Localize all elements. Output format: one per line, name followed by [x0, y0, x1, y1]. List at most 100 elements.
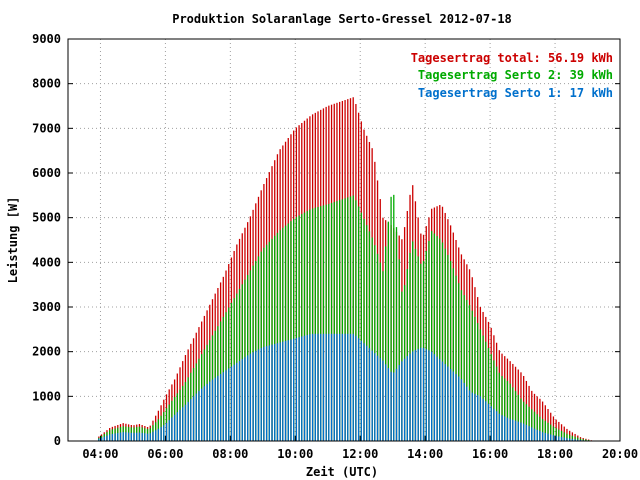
bar-serto2 — [330, 202, 333, 441]
bar-serto1 — [287, 340, 289, 441]
bars-layer — [98, 97, 592, 442]
bar-serto2 — [387, 221, 390, 441]
bar-serto1 — [306, 334, 308, 441]
bar-serto1 — [403, 358, 406, 441]
bar-serto1 — [168, 420, 170, 441]
bar-serto1 — [165, 422, 168, 441]
bar-serto1 — [455, 374, 457, 441]
bar-serto1 — [247, 355, 249, 441]
bar-serto1 — [339, 333, 341, 441]
x-tick-label: 06:00 — [147, 447, 183, 461]
bar-serto2 — [555, 428, 557, 441]
bar-serto1 — [138, 432, 141, 441]
bar-serto1 — [363, 343, 365, 441]
bar-serto1 — [149, 433, 151, 441]
bar-serto1 — [379, 358, 381, 441]
bar-serto2 — [306, 211, 308, 441]
bar-serto2 — [274, 235, 276, 441]
bar-serto1 — [390, 371, 392, 441]
bar-serto2 — [349, 196, 352, 441]
bar-serto1 — [574, 439, 576, 441]
bar-serto1 — [550, 434, 552, 441]
bar-serto2 — [436, 236, 438, 441]
bar-serto1 — [474, 393, 476, 441]
x-axis-label: Zeit (UTC) — [306, 465, 378, 479]
bar-serto1 — [152, 431, 154, 441]
bar-serto1 — [468, 390, 471, 441]
bar-serto1 — [566, 438, 568, 441]
bar-serto1 — [320, 333, 322, 441]
bar-serto1 — [195, 393, 197, 441]
bar-serto2 — [412, 241, 414, 441]
bar-serto1 — [460, 379, 463, 441]
bar-serto2 — [560, 430, 563, 441]
bar-serto1 — [539, 431, 541, 441]
bar-serto1 — [352, 333, 354, 441]
bar-serto1 — [541, 432, 544, 441]
bar-serto1 — [520, 422, 522, 441]
bar-serto2 — [333, 202, 335, 441]
bar-serto2 — [523, 401, 525, 441]
y-tick-label: 6000 — [32, 166, 61, 180]
bar-serto1 — [449, 369, 452, 441]
bar-serto1 — [463, 382, 465, 441]
bar-serto2 — [303, 212, 306, 441]
bar-serto1 — [209, 381, 211, 441]
y-tick-label: 3000 — [32, 300, 61, 314]
bar-serto1 — [236, 362, 238, 441]
bar-serto1 — [314, 333, 316, 441]
bar-serto2 — [357, 206, 360, 441]
bar-serto2 — [279, 230, 281, 441]
bar-serto2 — [574, 436, 576, 441]
bar-serto1 — [163, 425, 165, 441]
bar-serto1 — [98, 438, 100, 441]
y-tick-label: 8000 — [32, 77, 61, 91]
bar-serto1 — [244, 357, 246, 441]
bar-serto2 — [506, 380, 509, 441]
y-tick-label: 0 — [54, 434, 61, 448]
bar-serto2 — [441, 242, 444, 441]
bar-serto1 — [130, 432, 132, 441]
bar-serto2 — [395, 227, 398, 441]
bar-serto2 — [582, 439, 584, 441]
y-tick-label: 9000 — [32, 32, 61, 46]
bar-serto1 — [171, 417, 173, 441]
bar-serto2 — [571, 435, 574, 441]
bar-serto2 — [298, 215, 300, 441]
y-tick-label: 1000 — [32, 389, 61, 403]
bar-serto2 — [577, 437, 579, 441]
bar-serto1 — [155, 430, 157, 441]
bar-serto1 — [471, 392, 473, 441]
bar-serto2 — [265, 244, 268, 441]
bar-serto2 — [382, 271, 384, 441]
bar-serto2 — [317, 206, 319, 441]
bar-serto1 — [514, 420, 517, 441]
bar-serto1 — [498, 413, 500, 441]
x-tick-label: 08:00 — [212, 447, 248, 461]
bar-serto2 — [336, 201, 338, 441]
bar-serto1 — [501, 415, 503, 441]
bar-serto2 — [539, 416, 541, 441]
bar-serto1 — [439, 359, 441, 441]
bar-serto1 — [490, 406, 492, 441]
bar-serto1 — [225, 370, 227, 441]
bar-serto2 — [485, 341, 487, 441]
bar-serto1 — [263, 346, 265, 441]
bar-serto2 — [414, 248, 417, 441]
bar-serto1 — [317, 333, 319, 441]
bar-serto1 — [293, 338, 295, 441]
bar-serto1 — [136, 432, 138, 441]
bar-serto1 — [357, 338, 360, 441]
bar-serto1 — [447, 366, 449, 441]
x-tick-label: 04:00 — [82, 447, 118, 461]
bar-serto2 — [322, 205, 325, 441]
bar-serto1 — [290, 339, 292, 441]
bar-serto2 — [433, 233, 436, 441]
bar-serto2 — [512, 387, 514, 441]
bar-serto1 — [347, 333, 349, 441]
grid-layer — [68, 39, 620, 441]
x-tick-label: 14:00 — [407, 447, 443, 461]
bar-serto1 — [117, 432, 119, 441]
y-tick-label: 5000 — [32, 211, 61, 225]
bar-serto1 — [198, 390, 200, 441]
